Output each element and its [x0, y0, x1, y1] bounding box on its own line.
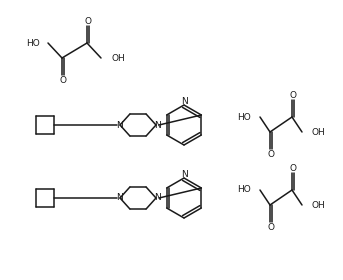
- Text: HO: HO: [237, 113, 251, 122]
- Text: HO: HO: [26, 39, 40, 48]
- Text: N: N: [116, 193, 122, 202]
- Text: N: N: [116, 120, 122, 130]
- Text: O: O: [59, 76, 67, 85]
- Text: N: N: [154, 193, 161, 202]
- Text: O: O: [268, 223, 274, 232]
- Text: HO: HO: [237, 186, 251, 195]
- Text: O: O: [84, 17, 92, 25]
- Text: N: N: [181, 97, 187, 106]
- Text: O: O: [289, 164, 296, 172]
- Text: OH: OH: [111, 53, 125, 62]
- Text: OH: OH: [312, 127, 326, 137]
- Text: OH: OH: [312, 200, 326, 209]
- Text: O: O: [289, 90, 296, 99]
- Text: N: N: [154, 120, 161, 130]
- Text: O: O: [268, 150, 274, 158]
- Text: N: N: [181, 169, 187, 179]
